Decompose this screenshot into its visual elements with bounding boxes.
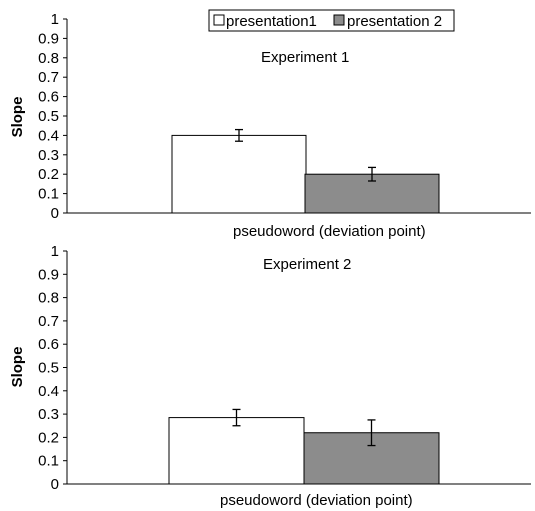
chart-title: Experiment 1	[261, 49, 349, 66]
y-tick-label: 0	[51, 205, 59, 222]
y-tick-label: 0.3	[38, 147, 59, 164]
y-tick-label: 0.1	[38, 453, 59, 470]
chart-experiment-2: Experiment 2 Slope pseudoword (deviation…	[9, 243, 531, 509]
y-tick-label: 0.6	[38, 336, 59, 353]
y-tick-label: 0.2	[38, 166, 59, 183]
y-tick-label: 0.3	[38, 406, 59, 423]
y-axis-title: Slope	[9, 97, 26, 138]
y-tick-label: 0.2	[38, 429, 59, 446]
legend-frame	[208, 9, 455, 32]
y-tick-label: 1	[51, 243, 59, 260]
y-tick-label: 0.6	[38, 89, 59, 106]
y-tick-label: 0.7	[38, 313, 59, 330]
y-tick-label: 0.4	[38, 127, 59, 144]
y-tick-label: 0.5	[38, 108, 59, 125]
y-tick-label: 0	[51, 476, 59, 493]
y-tick-label: 0.8	[38, 290, 59, 307]
y-tick-label: 0.7	[38, 69, 59, 86]
y-tick-label: 0.4	[38, 383, 59, 400]
legend-label-presentation1: presentation1	[226, 13, 317, 30]
bar-presentation1	[171, 134, 307, 214]
chart-experiment-1: Experiment 1 Slope pseudoword (deviation…	[9, 11, 531, 240]
y-tick-label: 0.9	[38, 266, 59, 283]
x-axis-category-label: pseudoword (deviation point)	[220, 492, 413, 509]
legend-swatch-presentation2	[333, 14, 345, 26]
legend: presentation1 presentation 2	[208, 9, 455, 32]
legend-label-presentation2: presentation 2	[347, 13, 442, 30]
legend-swatch-presentation1	[213, 14, 225, 26]
x-axis-category-label: pseudoword (deviation point)	[233, 223, 426, 240]
y-tick-label: 0.1	[38, 186, 59, 203]
chart-title: Experiment 2	[263, 256, 351, 273]
y-tick-label: 0.5	[38, 360, 59, 377]
bar-presentation1	[168, 417, 305, 485]
y-tick-label: 1	[51, 11, 59, 28]
y-axis-title: Slope	[9, 347, 26, 388]
y-tick-label: 0.9	[38, 30, 59, 47]
y-tick-label: 0.8	[38, 50, 59, 67]
